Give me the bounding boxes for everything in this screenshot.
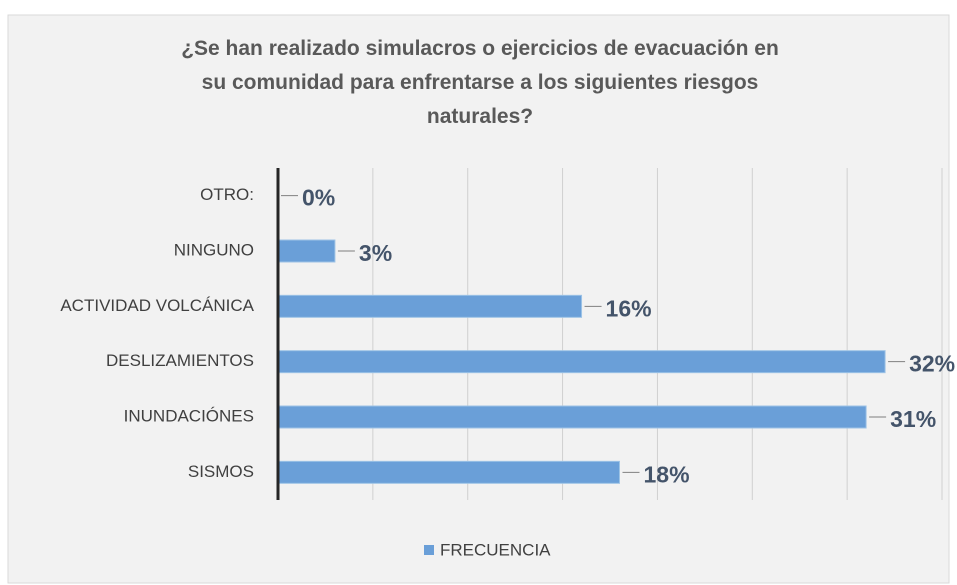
data-label: 32% [909,351,955,377]
chart-title: ¿Se han realizado simulacros o ejercicio… [181,37,779,128]
y-tick-label: DESLIZAMIENTOS [106,351,254,370]
bar [277,460,620,484]
y-tick-label: NINGUNO [174,240,254,259]
bar [277,239,336,263]
y-tick-label: SISMOS [188,462,254,481]
bar [277,350,886,374]
data-label: 16% [606,295,652,321]
data-label: 3% [359,240,392,266]
legend-label: FRECUENCIA [440,540,551,559]
legend-swatch [424,545,434,555]
y-tick-label: ACTIVIDAD VOLCÁNICA [60,296,254,315]
data-label: 31% [890,406,936,432]
bar [277,294,583,318]
y-tick-label: INUNDACIÓNES [124,406,254,425]
bar [277,405,867,429]
data-label: 0% [302,185,335,211]
data-label: 18% [643,461,689,487]
y-tick-label: OTRO: [200,185,254,204]
